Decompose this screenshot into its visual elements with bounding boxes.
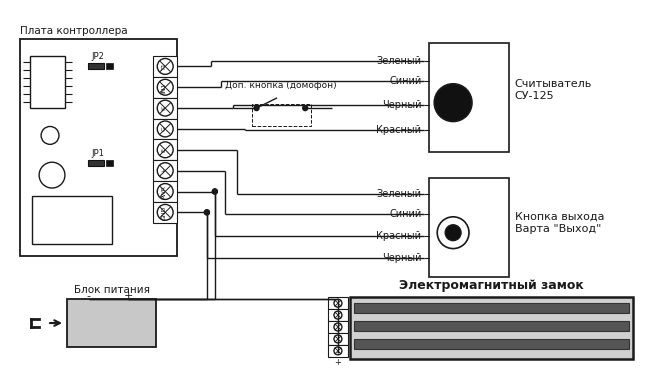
Circle shape <box>157 163 173 179</box>
Text: Синий: Синий <box>389 209 422 219</box>
Bar <box>328 345 348 357</box>
Circle shape <box>157 142 173 158</box>
Bar <box>88 63 95 69</box>
Circle shape <box>212 189 217 194</box>
Text: Блок питания: Блок питания <box>74 285 150 295</box>
Text: Кнопка выхода
Варта "Выход": Кнопка выхода Варта "Выход" <box>514 212 604 234</box>
Circle shape <box>334 323 342 331</box>
Bar <box>153 160 177 181</box>
Bar <box>328 309 348 321</box>
Circle shape <box>254 105 259 110</box>
Circle shape <box>434 84 472 122</box>
Text: Черный: Черный <box>382 253 422 263</box>
Circle shape <box>445 225 461 241</box>
Circle shape <box>157 204 173 220</box>
Circle shape <box>157 59 173 74</box>
Circle shape <box>212 189 217 194</box>
Text: +: + <box>124 291 133 301</box>
Bar <box>97 63 103 69</box>
Circle shape <box>157 79 173 95</box>
Bar <box>153 139 177 160</box>
Bar <box>105 63 113 69</box>
Text: Считыватель
СУ-125: Считыватель СУ-125 <box>514 79 592 100</box>
Circle shape <box>303 105 308 110</box>
Text: Зеленый: Зеленый <box>377 189 422 199</box>
Bar <box>328 321 348 333</box>
Text: Черный: Черный <box>382 100 422 110</box>
Circle shape <box>41 127 59 144</box>
Text: G: G <box>162 127 166 131</box>
Bar <box>153 119 177 139</box>
Text: E: E <box>162 148 166 152</box>
Bar <box>429 178 509 277</box>
Text: Плата контроллера: Плата контроллера <box>21 26 128 36</box>
Text: Доп. кнопка (домофон): Доп. кнопка (домофон) <box>225 81 337 90</box>
Circle shape <box>334 311 342 319</box>
Bar <box>153 77 177 98</box>
Circle shape <box>157 121 173 137</box>
Bar <box>354 303 629 313</box>
Bar <box>105 160 113 166</box>
Bar <box>350 297 633 359</box>
Bar <box>354 321 629 331</box>
Text: JP1: JP1 <box>91 149 104 158</box>
Text: -: - <box>336 348 339 357</box>
Bar <box>328 297 348 309</box>
Circle shape <box>157 100 173 116</box>
Bar <box>328 333 348 345</box>
Circle shape <box>204 210 210 215</box>
Circle shape <box>39 162 65 188</box>
Circle shape <box>334 299 342 307</box>
Bar <box>153 98 177 119</box>
Text: +: + <box>162 168 166 173</box>
Bar <box>88 63 103 69</box>
Text: Синий: Синий <box>389 76 422 86</box>
Text: GND: GND <box>162 205 166 219</box>
Text: JP2: JP2 <box>91 52 104 61</box>
Circle shape <box>334 335 342 343</box>
Text: Красный: Красный <box>377 126 422 136</box>
Bar <box>88 160 103 166</box>
Bar <box>67 299 156 347</box>
Bar <box>153 202 177 223</box>
Text: K: K <box>162 106 166 110</box>
Bar <box>32 196 111 244</box>
Text: Электромагнитный замок: Электромагнитный замок <box>399 279 583 292</box>
Text: PWR: PWR <box>162 184 166 199</box>
Bar <box>429 43 509 152</box>
Text: IN1: IN1 <box>162 82 166 92</box>
Text: Красный: Красный <box>377 231 422 241</box>
Circle shape <box>204 210 210 215</box>
Bar <box>21 39 177 256</box>
Circle shape <box>157 184 173 199</box>
Text: T1: T1 <box>162 62 166 70</box>
Text: -: - <box>87 291 91 301</box>
Bar <box>30 56 65 108</box>
Text: Зеленый: Зеленый <box>377 56 422 66</box>
Bar <box>153 181 177 202</box>
Text: +: + <box>335 358 341 367</box>
Circle shape <box>334 347 342 355</box>
Bar <box>251 104 311 126</box>
Bar <box>153 56 177 77</box>
Bar <box>354 339 629 349</box>
Circle shape <box>437 217 469 249</box>
